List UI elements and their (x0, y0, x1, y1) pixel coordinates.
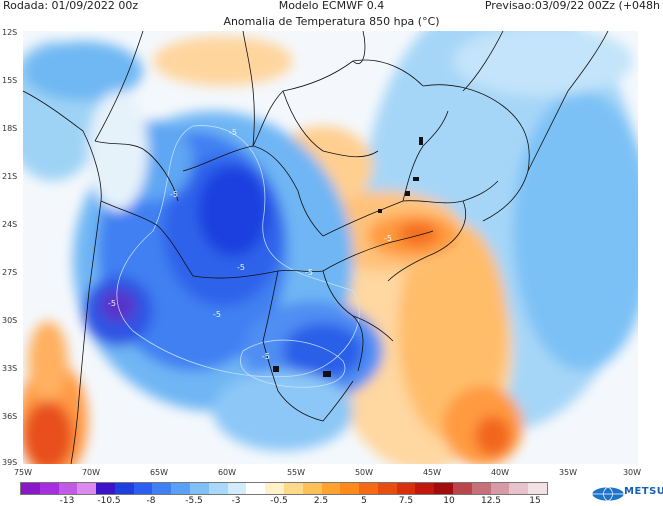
contour-label: -5 (384, 234, 392, 243)
colorbar-swatch (377, 483, 397, 494)
contour-label: -5 (262, 352, 270, 361)
lat-label: 21S (2, 172, 18, 181)
political-borders (23, 31, 609, 464)
colorbar-swatch (359, 483, 378, 494)
colorbar-tick-label: 2.5 (313, 496, 329, 506)
lon-label: 55W (286, 468, 306, 477)
lat-label: 39S (2, 458, 18, 467)
colorbar-swatch (452, 483, 472, 494)
model-label: Modelo ECMWF 0.4 (278, 0, 385, 12)
lon-label: 35W (558, 468, 578, 477)
colorbar-swatch (152, 483, 172, 494)
colorbar-swatch (171, 483, 191, 494)
lat-label: 24S (2, 220, 18, 229)
contour-label: -5 (213, 310, 221, 319)
lat-label: 18S (2, 124, 18, 133)
colorbar-tick-label: -10.5 (97, 496, 121, 506)
lon-label: 65W (149, 468, 169, 477)
colorbar-swatch (321, 483, 341, 494)
colorbar-tick-label: 15 (529, 496, 541, 506)
contour-label: -5 (237, 263, 245, 272)
colorbar-swatch (302, 483, 322, 494)
colorbar-tick-label: -0.5 (270, 496, 288, 506)
colorbar-swatch (396, 483, 416, 494)
lat-label: 30S (2, 316, 18, 325)
colorbar-tick-label: 5 (361, 496, 367, 506)
colorbar-tick-label: 12.5 (480, 496, 502, 506)
colorbar-swatch (265, 483, 284, 494)
lon-label: 50W (354, 468, 374, 477)
colorbar-tick-label: -5.5 (185, 496, 203, 506)
logo-text: METSUL (624, 486, 663, 497)
colorbar (20, 482, 548, 495)
colorbar-swatch (415, 483, 435, 494)
colorbar-tick-label: -8 (146, 496, 156, 506)
contour-label: -5 (108, 299, 116, 308)
lat-label: 15S (2, 76, 18, 85)
anomaly-map (23, 31, 638, 464)
colorbar-tick-label: -13 (59, 496, 75, 506)
colorbar-swatch (227, 483, 247, 494)
lon-label: 70W (81, 468, 101, 477)
colorbar-swatch (133, 483, 153, 494)
colorbar-swatch (471, 483, 491, 494)
lon-label: 40W (490, 468, 510, 477)
colorbar-swatch (509, 483, 529, 494)
lat-label: 36S (2, 412, 18, 421)
colorbar-swatch (21, 483, 40, 494)
anomaly-field (23, 31, 638, 464)
colorbar-swatch (283, 483, 303, 494)
map-title: Anomalia de Temperatura 850 hpa (°C) (223, 15, 440, 28)
colorbar-tick-label: -3 (231, 496, 241, 506)
contour-label: -5 (170, 190, 178, 199)
colorbar-tick-label: 10 (443, 496, 455, 506)
globe-icon (591, 486, 625, 502)
colorbar-swatch (434, 483, 453, 494)
colorbar-swatch (490, 483, 510, 494)
lon-label: 75W (13, 468, 33, 477)
forecast-label: Previsao:03/09/22 00Zz (+048h (484, 0, 660, 12)
colorbar-swatch (39, 483, 59, 494)
contour-lines (116, 125, 360, 388)
colorbar-swatch (208, 483, 228, 494)
colorbar-swatch (96, 483, 115, 494)
lakes (273, 137, 423, 377)
contour-label: -5 (305, 268, 313, 277)
colorbar-swatch (190, 483, 209, 494)
colorbar-tick-label: 7.5 (398, 496, 414, 506)
lon-label: 45W (422, 468, 442, 477)
colorbar-swatch (58, 483, 78, 494)
colorbar-swatch (340, 483, 360, 494)
colorbar-swatch (114, 483, 134, 494)
lat-label: 33S (2, 364, 18, 373)
lon-label: 30W (622, 468, 642, 477)
lon-label: 60W (217, 468, 237, 477)
colorbar-swatch (528, 483, 547, 494)
colorbar-swatch (77, 483, 97, 494)
colorbar-swatch (246, 483, 266, 494)
run-label: Rodada: 01/09/2022 00z (3, 0, 139, 12)
contour-label: -5 (229, 128, 237, 137)
lat-label: 12S (2, 28, 18, 37)
lat-label: 27S (2, 268, 18, 277)
